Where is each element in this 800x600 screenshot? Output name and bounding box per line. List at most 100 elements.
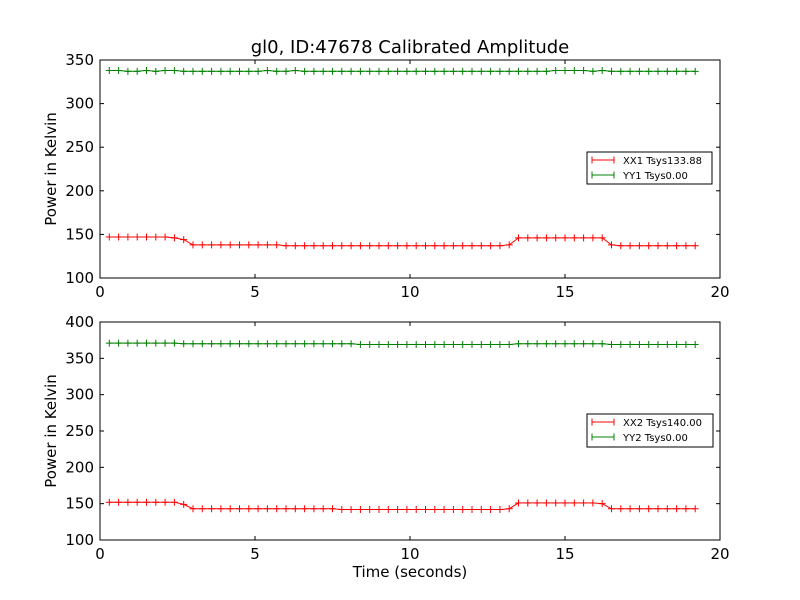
data-point bbox=[180, 340, 188, 348]
data-point bbox=[561, 234, 569, 242]
data-point bbox=[570, 499, 578, 507]
data-point bbox=[403, 505, 411, 513]
data-point bbox=[663, 505, 671, 513]
data-point bbox=[366, 242, 374, 250]
data-point bbox=[403, 67, 411, 75]
data-point bbox=[561, 66, 569, 74]
x-tick-label: 20 bbox=[710, 283, 729, 301]
legend-entry: XX1 Tsys133.88 bbox=[623, 156, 702, 167]
y-tick-label: 300 bbox=[65, 95, 94, 113]
data-point bbox=[263, 505, 271, 513]
data-point bbox=[468, 242, 476, 250]
data-point bbox=[589, 499, 597, 507]
data-point bbox=[524, 499, 532, 507]
data-point bbox=[422, 67, 429, 75]
data-point bbox=[394, 505, 402, 513]
data-point bbox=[161, 233, 169, 241]
series-line bbox=[109, 69, 696, 72]
data-point bbox=[440, 505, 448, 513]
data-point bbox=[580, 66, 588, 74]
data-point bbox=[422, 505, 429, 513]
data-point bbox=[226, 241, 234, 249]
data-point bbox=[189, 241, 197, 249]
data-point bbox=[691, 505, 699, 513]
data-point bbox=[626, 341, 634, 349]
data-point bbox=[208, 67, 216, 75]
data-point bbox=[152, 233, 160, 241]
x-tick-label: 20 bbox=[710, 545, 729, 563]
data-point bbox=[161, 498, 169, 506]
data-point bbox=[152, 339, 160, 347]
legend-marker bbox=[591, 171, 615, 179]
data-point bbox=[319, 340, 327, 348]
x-tick-label: 0 bbox=[95, 545, 105, 563]
data-point bbox=[384, 341, 392, 349]
data-point bbox=[589, 67, 597, 75]
data-point bbox=[217, 340, 225, 348]
data-point bbox=[105, 498, 113, 506]
data-point bbox=[496, 505, 504, 513]
data-point bbox=[319, 242, 327, 250]
data-point bbox=[449, 242, 457, 250]
data-point bbox=[422, 242, 429, 250]
data-point bbox=[682, 341, 690, 349]
y-tick-label: 100 bbox=[65, 531, 94, 549]
series-line bbox=[109, 342, 696, 345]
data-point bbox=[375, 242, 383, 250]
data-point bbox=[580, 234, 588, 242]
series-2 bbox=[105, 66, 699, 75]
data-point bbox=[654, 67, 662, 75]
data-point bbox=[375, 341, 383, 349]
y-axis-label: Power in Kelvin bbox=[42, 112, 60, 226]
data-point bbox=[356, 242, 364, 250]
data-point bbox=[208, 505, 216, 513]
data-point bbox=[133, 67, 141, 75]
data-point bbox=[282, 505, 290, 513]
data-point bbox=[180, 236, 188, 244]
data-point bbox=[635, 505, 643, 513]
data-point bbox=[487, 341, 495, 349]
subplot-2: 0 5 10 15 20 100 150 200 250 300 350 400 Power in Ke… bbox=[42, 313, 730, 581]
data-point bbox=[133, 339, 141, 347]
data-point bbox=[319, 505, 327, 513]
series-line bbox=[109, 501, 696, 510]
data-point bbox=[115, 66, 123, 74]
data-point bbox=[329, 340, 336, 348]
data-point bbox=[598, 66, 606, 74]
data-point bbox=[245, 505, 253, 513]
data-point bbox=[561, 340, 569, 348]
data-point bbox=[124, 233, 132, 241]
data-point bbox=[310, 67, 318, 75]
series-line bbox=[109, 236, 696, 247]
data-point bbox=[161, 339, 169, 347]
data-point bbox=[291, 66, 299, 74]
data-point bbox=[356, 505, 364, 513]
data-point bbox=[533, 67, 541, 75]
data-point bbox=[654, 242, 662, 250]
data-point bbox=[635, 67, 643, 75]
data-point bbox=[496, 67, 504, 75]
data-point bbox=[635, 341, 643, 349]
data-point bbox=[245, 67, 253, 75]
data-point bbox=[236, 241, 243, 249]
data-point bbox=[496, 242, 504, 250]
data-point bbox=[635, 242, 643, 250]
data-point bbox=[663, 341, 671, 349]
data-point bbox=[682, 242, 690, 250]
data-point bbox=[263, 66, 271, 74]
data-point bbox=[608, 505, 615, 513]
data-point bbox=[552, 499, 560, 507]
data-point bbox=[505, 67, 513, 75]
y-tick-label: 300 bbox=[65, 386, 94, 404]
data-point bbox=[198, 505, 206, 513]
data-point bbox=[673, 242, 681, 250]
data-point bbox=[310, 242, 318, 250]
data-point bbox=[505, 505, 513, 513]
legend-marker bbox=[591, 156, 615, 164]
data-point bbox=[115, 233, 123, 241]
data-point bbox=[412, 505, 420, 513]
y-tick-label: 350 bbox=[65, 349, 94, 367]
data-point bbox=[189, 340, 197, 348]
series-1 bbox=[105, 233, 699, 250]
data-point bbox=[552, 340, 560, 348]
